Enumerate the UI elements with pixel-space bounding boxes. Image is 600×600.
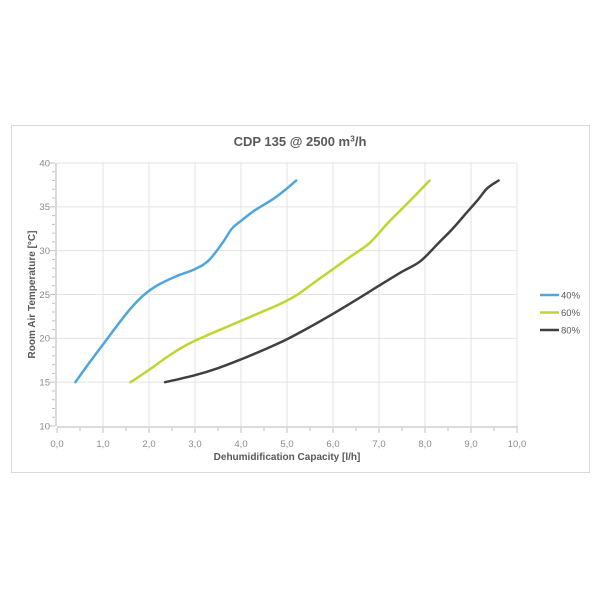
legend-item-80%: 80% bbox=[540, 325, 581, 336]
x-tick-label: 9,0 bbox=[464, 439, 477, 450]
x-tick-label: 1,0 bbox=[96, 439, 109, 450]
y-tick-label: 40 bbox=[39, 158, 50, 169]
series-line-40% bbox=[74, 179, 298, 384]
x-tick-label: 7,0 bbox=[372, 439, 385, 450]
y-tick-label: 10 bbox=[39, 421, 50, 432]
legend-label-40%: 40% bbox=[561, 290, 581, 301]
y-tick-label: 20 bbox=[39, 334, 50, 345]
y-axis-tick-labels: 10 15 20 25 30 35 40 bbox=[39, 158, 50, 432]
plot-axes bbox=[50, 162, 518, 433]
series-lines bbox=[74, 179, 500, 384]
legend-label-80%: 80% bbox=[561, 325, 581, 336]
series-line-80% bbox=[163, 179, 500, 384]
x-tick-label: 4,0 bbox=[234, 439, 247, 450]
legend-item-60%: 60% bbox=[540, 308, 581, 319]
x-axis-title: Dehumidification Capacity [l/h] bbox=[214, 452, 361, 463]
chart-frame bbox=[11, 125, 590, 473]
series-line-60% bbox=[129, 179, 431, 384]
x-tick-label: 8,0 bbox=[418, 439, 431, 450]
y-tick-label: 35 bbox=[39, 202, 50, 213]
chart-title-superscript: 3 bbox=[350, 134, 355, 144]
y-axis-title: Room Air Temperature [°C] bbox=[27, 231, 38, 359]
x-tick-label: 2,0 bbox=[142, 439, 155, 450]
y-tick-label: 30 bbox=[39, 246, 50, 257]
chart-title: CDP 135 @ 2500 m3/h bbox=[234, 134, 367, 150]
legend-item-40%: 40% bbox=[540, 290, 581, 301]
y-tick-label: 15 bbox=[39, 378, 50, 389]
y-tick-label: 25 bbox=[39, 290, 50, 301]
plot-gridlines bbox=[57, 162, 518, 426]
chart-title-text: CDP 135 @ 2500 m bbox=[234, 134, 351, 149]
chart-title-unit: /h bbox=[355, 134, 367, 149]
x-axis-tick-labels: 0,0 1,0 2,0 3,0 4,0 5,0 6,0 7,0 8,0 9,0 10,0 bbox=[50, 439, 526, 450]
x-tick-label: 3,0 bbox=[188, 439, 201, 450]
x-tick-label: 10,0 bbox=[508, 439, 527, 450]
chart-legend: 40% 60% 80% bbox=[540, 290, 581, 336]
legend-label-60%: 60% bbox=[561, 308, 581, 319]
x-tick-label: 0,0 bbox=[50, 439, 63, 450]
x-tick-label: 5,0 bbox=[280, 439, 293, 450]
x-tick-label: 6,0 bbox=[326, 439, 339, 450]
